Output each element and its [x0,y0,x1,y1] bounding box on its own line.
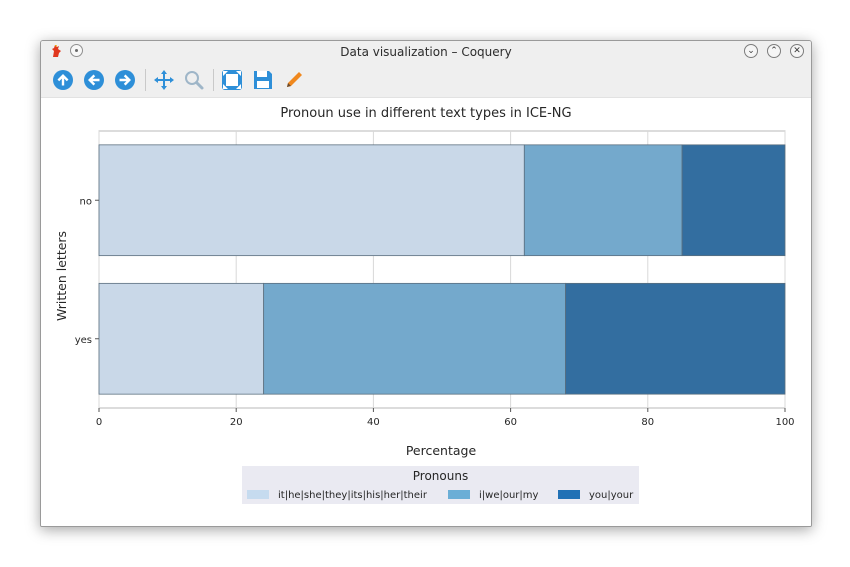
legend-label: i|we|our|my [479,490,539,501]
save-icon[interactable] [251,68,275,92]
bar-segment[interactable] [263,282,566,395]
legend: Pronouns it|he|she|they|its|his|her|thei… [242,466,639,504]
legend-swatch [448,490,470,499]
bar-segment[interactable] [565,282,786,395]
bar-segment[interactable] [98,144,525,257]
zoom-icon[interactable] [182,68,206,92]
bar-segment[interactable] [98,282,265,395]
close-icon: ✕ [793,46,801,56]
bar-segment[interactable] [681,144,786,257]
x-tick-label: 60 [504,417,517,428]
window-menu-button[interactable] [70,44,83,57]
x-tick-label: 40 [367,417,380,428]
title-bar[interactable]: Data visualization – Coquery ⌄ ⌃ ✕ [41,41,811,63]
coquery-rooster-icon[interactable] [50,44,64,58]
edit-icon[interactable] [282,68,306,92]
legend-items: it|he|she|they|its|his|her|their i|we|our… [247,490,634,501]
legend-title: Pronouns [413,469,468,483]
legend-swatch [247,490,269,499]
legend-label: you|your [589,490,634,501]
subplots-icon[interactable] [220,68,244,92]
back-arrow-icon[interactable] [82,68,106,92]
figure-canvas[interactable]: Pronoun use in different text types in I… [41,98,811,526]
y-tick-label: no [80,196,92,207]
toolbar-separator [213,69,214,91]
pan-icon[interactable] [152,68,176,92]
forward-arrow-icon[interactable] [113,68,137,92]
x-tick-label: 0 [96,417,102,428]
legend-label: it|he|she|they|its|his|her|their [278,490,428,501]
up-arrow-icon[interactable] [51,68,75,92]
app-window: Data visualization – Coquery ⌄ ⌃ ✕ [40,40,812,527]
chevron-up-icon: ⌃ [770,46,778,56]
y-tick-label: yes [75,335,92,346]
toolbar-separator [145,69,146,91]
plot-area: 0 20 40 60 80 100 no yes [75,130,795,428]
stacked-bar-chart: Pronoun use in different text types in I… [54,106,795,504]
x-axis-label: Percentage [406,443,477,458]
window-title: Data visualization – Coquery [340,45,512,59]
plot-toolbar [41,63,811,98]
x-tick-label: 80 [641,417,654,428]
bar-segment[interactable] [523,144,683,257]
minimize-button[interactable]: ⌄ [744,44,758,58]
maximize-button[interactable]: ⌃ [767,44,781,58]
close-button[interactable]: ✕ [790,44,804,58]
chevron-down-icon: ⌄ [747,46,755,56]
chart-title: Pronoun use in different text types in I… [280,106,571,121]
x-tick-label: 20 [230,417,243,428]
y-axis-label: Written letters [54,231,69,321]
legend-swatch [558,490,580,499]
x-tick-label: 100 [775,417,794,428]
